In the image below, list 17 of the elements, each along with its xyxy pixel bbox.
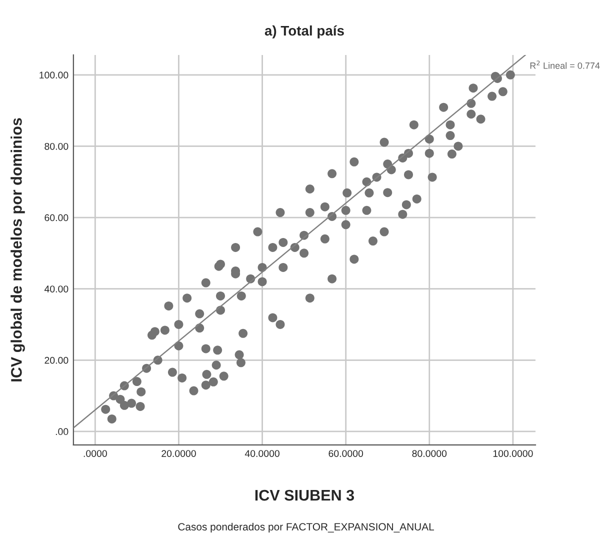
x-axis-title: ICV SIUBEN 3 <box>255 490 354 501</box>
x-tick-label: 20.0000 <box>162 450 196 457</box>
x-tick-label: 60.0000 <box>328 450 364 457</box>
x-tick-label: 80.0000 <box>412 450 447 457</box>
y-tick-label: .00 <box>56 428 68 436</box>
chart-title: a) Total país <box>264 25 344 38</box>
y-axis-title: ICV global de modelos por dominios <box>10 118 25 382</box>
annotation: R$^{2}$ Lineal = 0.774 <box>530 60 600 69</box>
y-tick-label: 20.00 <box>44 356 68 364</box>
y-tick-label: 60.00 <box>44 214 68 222</box>
y-tick-label: 40.00 <box>44 286 68 292</box>
x-tick-label: 40.0000 <box>244 450 280 457</box>
x-tick-label: .0000 <box>84 450 107 457</box>
y-tick-label: 100.00 <box>40 72 68 79</box>
text: Casos ponderados por FACTOR_EXPANSION_ANUAL <box>178 522 434 533</box>
y-tick-label: 80.00 <box>44 142 68 150</box>
x-tick-label: 100.0000 <box>493 450 533 457</box>
